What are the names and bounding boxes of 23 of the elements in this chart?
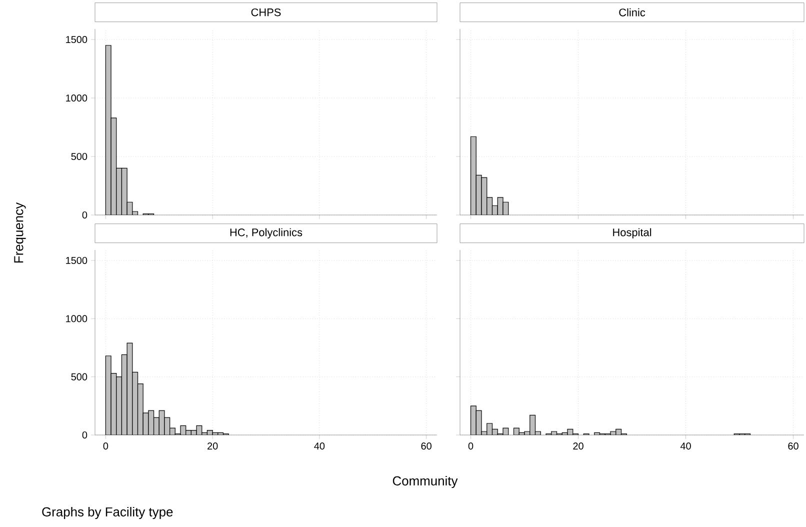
x-tick-label: 0 [103,442,108,450]
x-tick-label: 0 [468,442,474,450]
y-tick-label: 0 [82,431,88,439]
x-tick-label: 40 [314,442,325,450]
chart-title: Hospital [613,228,652,238]
x-tick-label: 60 [421,442,432,450]
x-tick-label: 40 [680,442,691,450]
y-tick-label: 500 [71,373,88,380]
chart-title: HC, Polyclinics [230,228,302,238]
text: Graphs by Facility type [42,506,173,520]
chart-title: CHPS [251,8,281,16]
y-tick-label: 1000 [66,94,88,102]
y-tick-label: 500 [71,152,88,160]
y-tick-label: 1500 [66,36,88,44]
y-tick-label: 1500 [66,256,88,264]
chart-title: Clinic [619,8,646,16]
x-tick-label: 60 [788,442,798,450]
y-tick-label: 0 [82,211,88,219]
x-tick-label: 20 [573,442,584,450]
x-axis-title: Community [392,476,458,488]
x-tick-label: 20 [208,442,218,450]
y-tick-label: 1000 [66,315,88,322]
y-axis-title: Frequency [14,202,26,263]
